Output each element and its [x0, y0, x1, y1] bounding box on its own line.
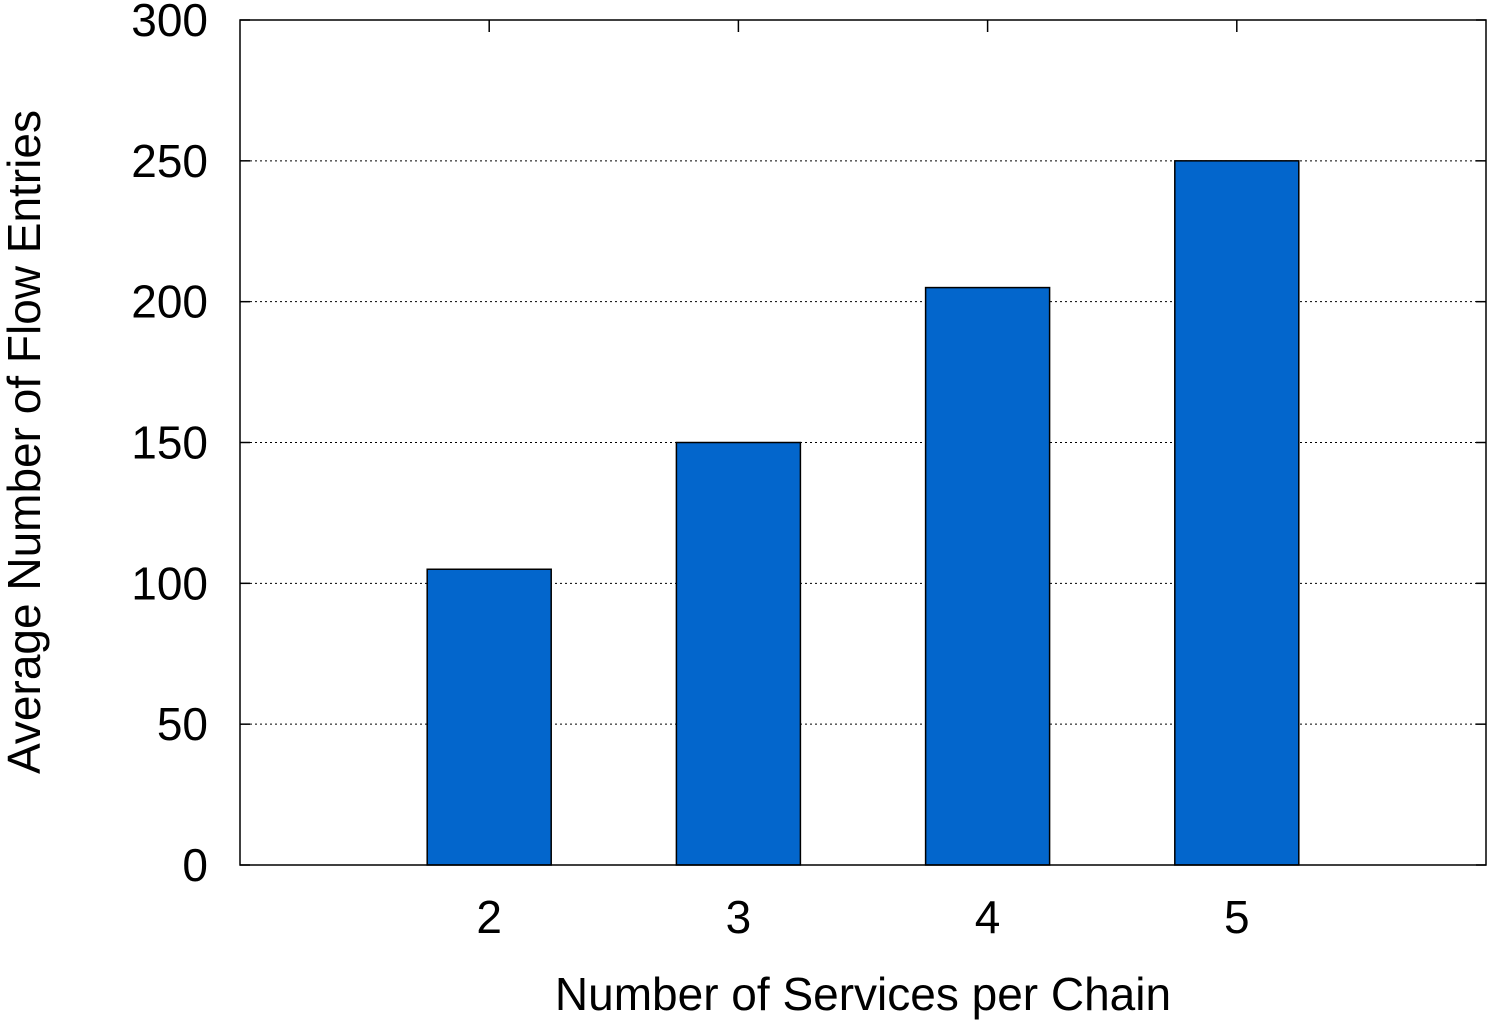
y-tick-label: 0	[182, 839, 208, 891]
y-tick-label: 300	[131, 0, 208, 46]
y-tick-label: 200	[131, 276, 208, 328]
y-tick-label: 50	[157, 698, 208, 750]
y-tick-label: 100	[131, 557, 208, 609]
x-tick-label: 4	[975, 891, 1001, 943]
plot-frame	[239, 19, 1487, 866]
tick-labels: 0 50 100 150 200 250 300 2 3 4 5	[131, 0, 1249, 943]
x-tick-label: 3	[726, 891, 752, 943]
y-axis-label: Average Number of Flow Entries	[0, 110, 50, 774]
x-tick-label: 5	[1224, 891, 1250, 943]
y-tick-label: 150	[131, 417, 208, 469]
x-axis-label: Number of Services per Chain	[555, 968, 1171, 1020]
y-tick-label: 250	[131, 135, 208, 187]
bar-5	[1174, 160, 1300, 866]
bar-4	[924, 286, 1051, 866]
bar-3	[675, 441, 802, 866]
bar-2	[426, 568, 552, 866]
bars	[426, 160, 1300, 866]
x-tick-label: 2	[476, 891, 502, 943]
